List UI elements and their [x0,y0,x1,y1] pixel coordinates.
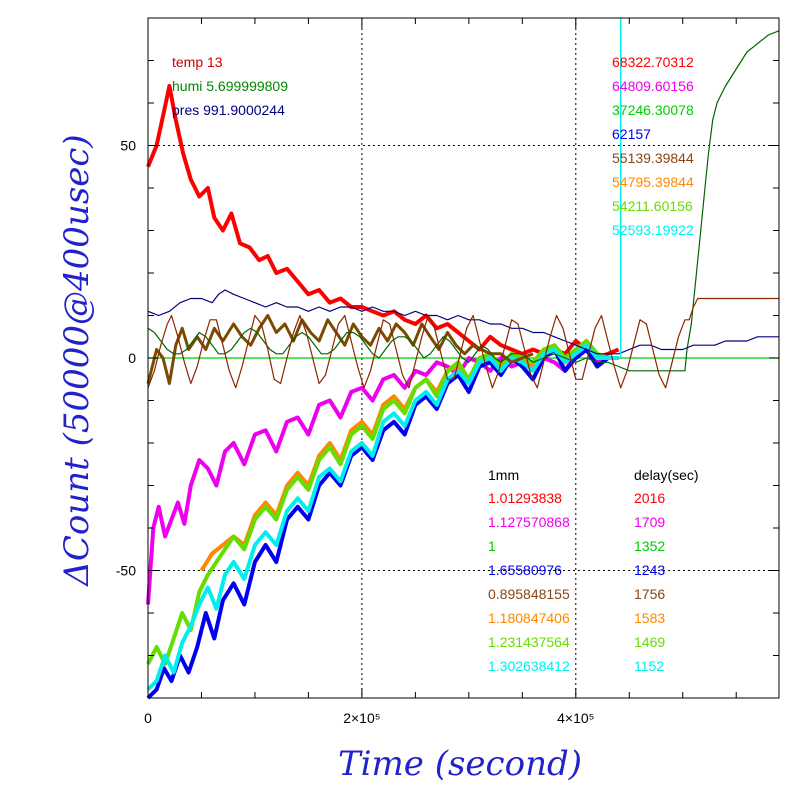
series-line [146,339,619,666]
series-layer [146,30,780,700]
table-cell-delay: 1709 [634,514,665,530]
table-cell-ratio: 0.895848155 [488,586,570,602]
top-value: 62157 [612,126,651,142]
top-value: 37246.30078 [612,102,694,118]
series-line [146,347,619,700]
table-cell-ratio: 1.180847406 [488,610,570,626]
table-header-delay: delay(sec) [634,467,699,483]
y-tick-label: 50 [120,138,136,154]
top-value: 64809.60156 [612,78,694,94]
series-line [146,314,534,385]
env-label-temp: temp 13 [172,54,223,70]
y-axis-title: ΔCount (50000@400usec) [57,134,97,587]
table-cell-delay: 1469 [634,634,665,650]
table-cell-ratio: 1.302638412 [488,658,570,674]
table-cell-ratio: 1.231437564 [488,634,570,650]
series-line [147,289,779,355]
series-line [146,343,619,691]
table-cell-ratio: 1.127570868 [488,514,570,530]
delay-table: 1mm delay(sec) 1.01293838 2016 1.1275708… [488,467,699,674]
table-header-1mm: 1mm [488,467,519,483]
tick-layer: 0 2×10⁵ 4×10⁵ -50 0 50 [116,17,779,726]
top-value: 52593.19922 [612,222,694,238]
y-tick-label: -50 [116,563,136,579]
table-cell-delay: 2016 [634,490,665,506]
x-tick-label: 2×10⁵ [343,710,380,726]
top-value: 54795.39844 [612,174,694,190]
top-values: 68322.70312 64809.60156 37246.30078 6215… [612,54,694,238]
env-label-humi: humi 5.699999809 [172,78,288,94]
series-line [147,297,779,389]
series-line [146,84,620,360]
x-tick-label: 0 [144,710,152,726]
top-value: 54211.60156 [612,198,693,214]
x-axis-title: Time (second) [338,744,582,784]
table-cell-delay: 1756 [634,586,665,602]
top-value: 68322.70312 [612,54,694,70]
table-cell-ratio: 1.65580976 [488,562,562,578]
env-label-pres: pres 991.9000244 [172,102,285,118]
table-cell-delay: 1243 [634,562,665,578]
env-labels: temp 13 humi 5.699999809 pres 991.900024… [172,54,288,118]
y-tick-label: 0 [128,350,136,366]
table-cell-delay: 1352 [634,538,665,554]
table-cell-ratio: 1 [488,538,496,554]
top-value: 55139.39844 [612,150,694,166]
table-cell-ratio: 1.01293838 [488,490,562,506]
x-tick-label: 4×10⁵ [557,710,594,726]
series-line [147,30,780,372]
table-cell-delay: 1583 [634,610,665,626]
table-cell-delay: 1152 [634,658,664,674]
